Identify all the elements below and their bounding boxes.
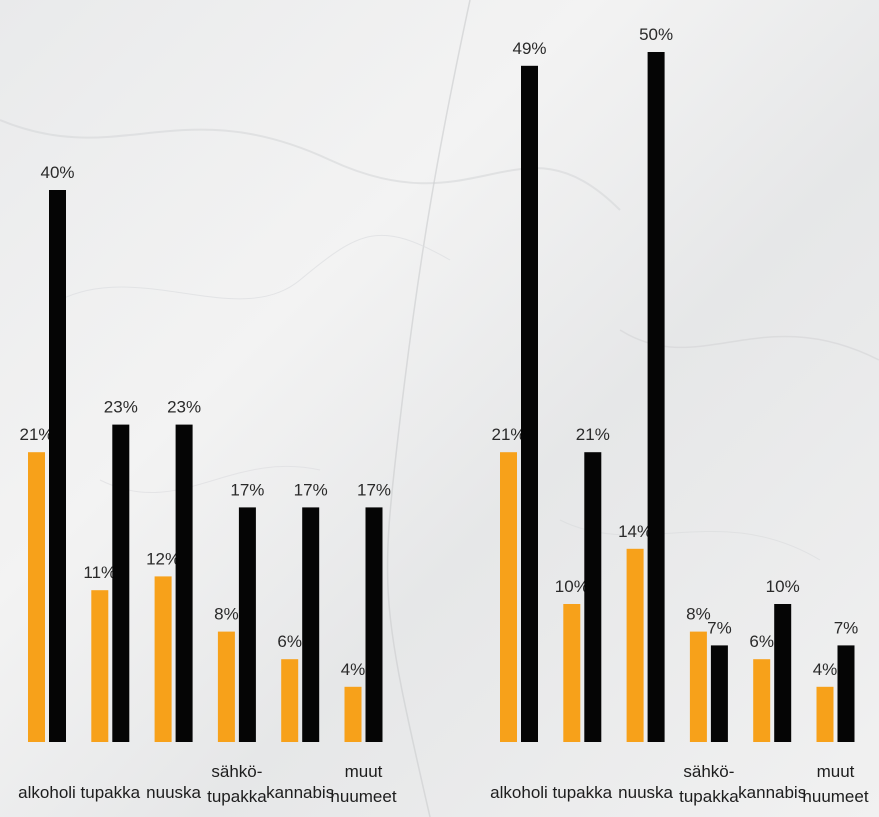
value-label: 50% xyxy=(639,25,673,44)
bar-chart1-series2-2 xyxy=(175,424,193,742)
value-label: 7% xyxy=(834,618,859,637)
value-label: 4% xyxy=(341,660,366,679)
category-label: sähkö-tupakka xyxy=(679,762,739,806)
bar-chart1-series1-5 xyxy=(344,686,362,742)
bar-chart2-series1-4 xyxy=(753,659,771,742)
value-label: 17% xyxy=(357,480,391,499)
bar-chart1-series2-5 xyxy=(365,507,383,742)
category-label: sähkö-tupakka xyxy=(207,762,267,806)
value-label: 17% xyxy=(230,480,264,499)
bar-chart2-series1-3 xyxy=(689,631,707,742)
bar-chart1-series2-1 xyxy=(112,424,130,742)
value-label: 23% xyxy=(167,398,201,417)
bar-chart2-series1-5 xyxy=(816,686,834,742)
value-label: 11% xyxy=(83,563,116,582)
value-label: 8% xyxy=(686,605,711,624)
value-label: 10% xyxy=(766,577,800,596)
value-label: 21% xyxy=(576,425,610,444)
value-label: 21% xyxy=(19,425,53,444)
category-label: muut huumeet xyxy=(802,762,868,806)
bar-chart1-series1-3 xyxy=(217,631,235,742)
value-label: 14% xyxy=(618,522,652,541)
category-label: nuuska xyxy=(618,783,673,802)
bar-chart1-series1-1 xyxy=(91,590,109,742)
bar-chart2-series2-1 xyxy=(584,452,602,742)
value-label: 6% xyxy=(277,632,302,651)
category-label: alkoholi xyxy=(490,783,548,802)
category-label: nuuska xyxy=(146,783,201,802)
bar-chart2-series2-5 xyxy=(837,645,855,742)
value-label: 4% xyxy=(813,660,838,679)
value-label: 8% xyxy=(214,605,239,624)
value-label: 17% xyxy=(294,480,328,499)
bar-chart2-series2-0 xyxy=(521,65,538,743)
bar-chart1-series2-3 xyxy=(238,507,256,742)
bar-chart2-series1-1 xyxy=(563,604,581,742)
value-label: 12% xyxy=(146,549,180,568)
value-label: 10% xyxy=(555,577,589,596)
value-label: 49% xyxy=(512,39,546,58)
bar-chart2-series2-4 xyxy=(774,604,792,742)
bar-chart2-series1-2 xyxy=(626,548,644,742)
bar-chart1-series1-4 xyxy=(281,659,299,742)
value-label: 21% xyxy=(491,425,525,444)
value-label: 40% xyxy=(40,163,74,182)
value-label: 7% xyxy=(707,618,732,637)
category-label: tupakka xyxy=(81,783,141,802)
bar-chart1-series2-4 xyxy=(302,507,320,742)
bar-chart2-series2-2 xyxy=(647,52,665,742)
bar-chart1-series2-0 xyxy=(49,190,66,742)
category-label: tupakka xyxy=(553,783,613,802)
category-label: alkoholi xyxy=(18,783,76,802)
category-label: muut huumeet xyxy=(330,762,396,806)
bar-chart2-series1-0 xyxy=(500,452,517,742)
bar-chart1-series1-0 xyxy=(28,452,45,742)
category-label: kannabis xyxy=(266,783,334,802)
bar-chart1-series1-2 xyxy=(154,576,172,742)
category-label: kannabis xyxy=(738,783,806,802)
bar-chart2-series2-3 xyxy=(710,645,728,742)
value-label: 6% xyxy=(749,632,774,651)
value-label: 23% xyxy=(104,398,138,417)
